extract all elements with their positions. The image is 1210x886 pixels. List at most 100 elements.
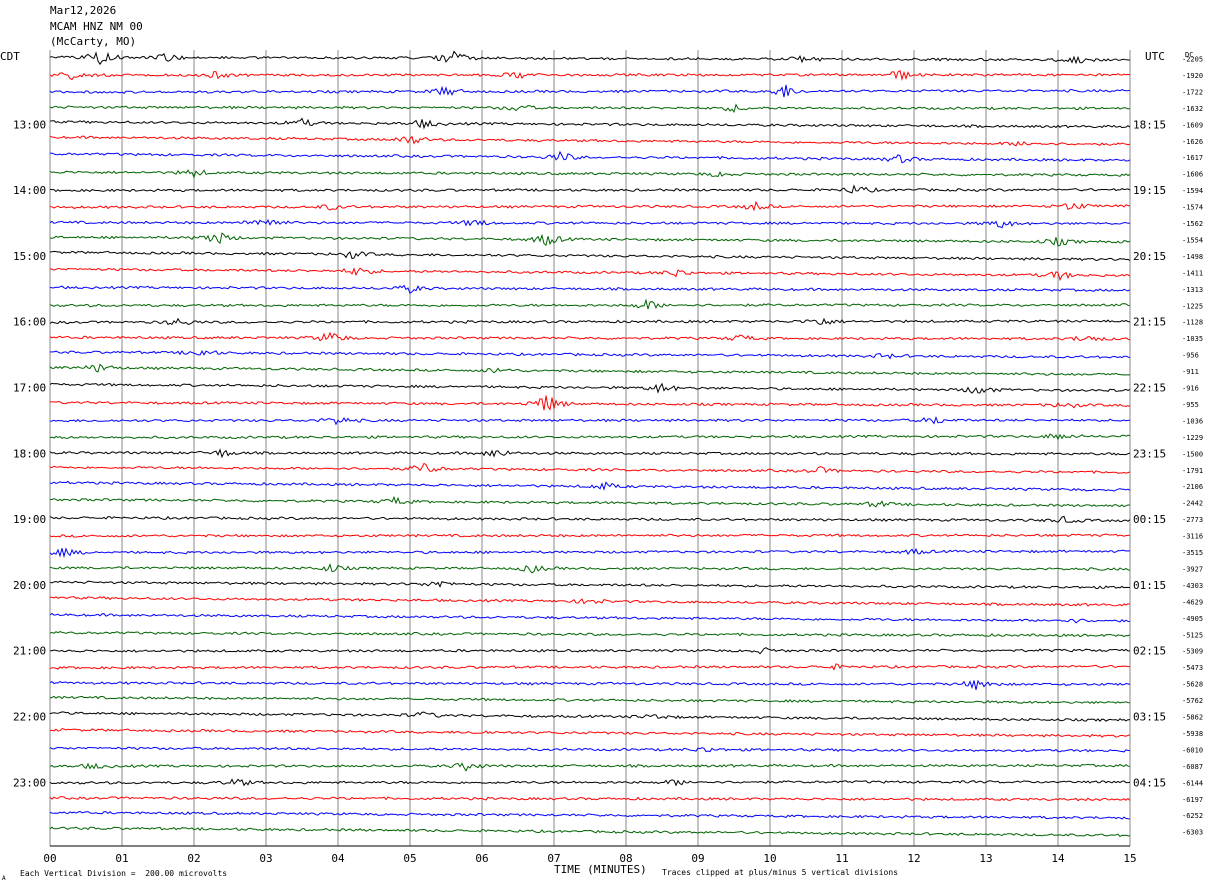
- cdt-time-label: 17:00: [13, 382, 46, 395]
- seismic-trace: [49, 448, 1131, 459]
- seismic-trace: [49, 317, 1131, 326]
- seismic-trace: [49, 169, 1131, 179]
- seismic-trace: [50, 495, 1130, 508]
- seismic-trace: [49, 382, 1131, 394]
- dc-offset-label: -5862: [1182, 714, 1203, 722]
- x-tick-label: 10: [763, 852, 776, 865]
- x-tick-label: 15: [1123, 852, 1136, 865]
- seismic-trace: [49, 663, 1130, 671]
- x-tick-label: 00: [43, 852, 56, 865]
- seismic-trace: [49, 562, 1131, 574]
- dc-offset-label: -1225: [1182, 302, 1203, 310]
- clip-note: Traces clipped at plus/minus 5 vertical …: [662, 868, 898, 877]
- cdt-time-label: 21:00: [13, 645, 46, 658]
- seismic-trace: [49, 331, 1131, 342]
- dc-offset-label: -1722: [1182, 88, 1203, 96]
- dc-offset-label: -5762: [1182, 697, 1203, 705]
- dc-offset-label: -1617: [1182, 154, 1203, 162]
- seismic-trace: [49, 695, 1131, 705]
- seismic-trace: [49, 298, 1131, 310]
- seismic-trace: [49, 631, 1131, 638]
- x-tick-label: 08: [619, 852, 632, 865]
- utc-time-label: 03:15: [1133, 711, 1166, 724]
- x-tick-label: 02: [187, 852, 200, 865]
- seismic-trace: [49, 711, 1131, 722]
- dc-offset-label: -1500: [1182, 450, 1203, 458]
- dc-offset-label: -1035: [1182, 335, 1203, 343]
- right-axis-label: UTC: [1145, 50, 1165, 63]
- station-label: MCAM HNZ NM 00: [50, 20, 143, 33]
- dc-offset-label: -1229: [1182, 434, 1203, 442]
- seismic-trace: [49, 462, 1131, 474]
- dc-offset-label: -1554: [1182, 236, 1203, 244]
- dc-offset-label: -4905: [1182, 615, 1203, 623]
- seismic-trace: [49, 250, 1131, 262]
- cdt-time-label: 13:00: [13, 118, 46, 131]
- dc-offset-label: -6010: [1182, 746, 1203, 754]
- dc-offset-label: -1791: [1182, 467, 1203, 475]
- seismic-trace: [49, 826, 1131, 838]
- corner-mark: A: [2, 875, 6, 882]
- seismic-trace: [50, 596, 1131, 607]
- dc-offset-label: -1036: [1182, 417, 1203, 425]
- dc-offset-label: -1920: [1182, 72, 1203, 80]
- dc-offset-label: -6144: [1182, 779, 1203, 787]
- dc-offset-label: -2442: [1182, 500, 1203, 508]
- x-tick-label: 07: [547, 852, 560, 865]
- seismic-trace: [49, 218, 1131, 229]
- x-tick-label: 13: [979, 852, 992, 865]
- dc-offset-label: -1574: [1182, 204, 1203, 212]
- dc-offset-label: -5628: [1182, 681, 1203, 689]
- dc-offset-label: -1606: [1182, 171, 1203, 179]
- dc-offset-label: -956: [1182, 352, 1199, 360]
- seismic-trace: [49, 350, 1131, 360]
- dc-offset-label: -6197: [1182, 796, 1203, 804]
- x-tick-label: 09: [691, 852, 704, 865]
- cdt-time-label: 14:00: [13, 184, 46, 197]
- seismic-trace: [49, 284, 1131, 294]
- dc-offset-label: -2106: [1182, 483, 1203, 491]
- seismic-trace: [49, 810, 1131, 820]
- cdt-time-label: 18:00: [13, 447, 46, 460]
- location-label: (McCarty, MO): [50, 35, 137, 48]
- seismic-traces: [49, 50, 1131, 838]
- dc-offset-label: -911: [1182, 368, 1199, 376]
- utc-time-label: 19:15: [1133, 184, 1166, 197]
- seismic-trace: [49, 232, 1131, 247]
- dc-offset-label: -1128: [1182, 319, 1203, 327]
- scale-note: Each Vertical Division = 200.00 microvol…: [20, 869, 227, 878]
- dc-offset-label: -3515: [1182, 549, 1203, 557]
- seismic-trace: [49, 746, 1131, 753]
- dc-offset-label: -6303: [1182, 829, 1203, 837]
- seismic-trace: [49, 363, 1131, 376]
- dc-offset-label: -3116: [1182, 533, 1203, 541]
- cdt-time-label: 15:00: [13, 250, 46, 263]
- dc-offset-label: -1411: [1182, 269, 1203, 277]
- x-tick-label: 12: [907, 852, 920, 865]
- x-tick-label: 05: [403, 852, 416, 865]
- cdt-time-label: 23:00: [13, 776, 46, 789]
- seismic-trace: [49, 117, 1131, 130]
- x-tick-label: 04: [331, 852, 345, 865]
- date-label: Mar12,2026: [50, 4, 117, 17]
- dc-label: DC: [1185, 51, 1193, 59]
- dc-offset-label: -1498: [1182, 253, 1203, 261]
- x-tick-label: 01: [115, 852, 128, 865]
- seismic-trace: [49, 395, 1131, 411]
- dc-offset-label: -955: [1182, 401, 1199, 409]
- seismic-trace: [49, 515, 1131, 523]
- dc-offset-label: -916: [1182, 385, 1199, 393]
- dc-offset-label: -1626: [1182, 138, 1203, 146]
- x-tick-label: 14: [1051, 852, 1065, 865]
- x-axis-title: TIME (MINUTES): [554, 863, 647, 876]
- time-grid: [49, 50, 1131, 847]
- dc-offset-label: -4303: [1182, 582, 1203, 590]
- cdt-time-label: 22:00: [13, 711, 46, 724]
- seismic-trace: [49, 69, 1131, 82]
- seismic-trace: [49, 135, 1131, 147]
- utc-time-label: 21:15: [1133, 316, 1166, 329]
- seismic-trace: [49, 796, 1131, 802]
- seismic-trace: [49, 200, 1131, 212]
- seismic-trace: [49, 547, 1131, 559]
